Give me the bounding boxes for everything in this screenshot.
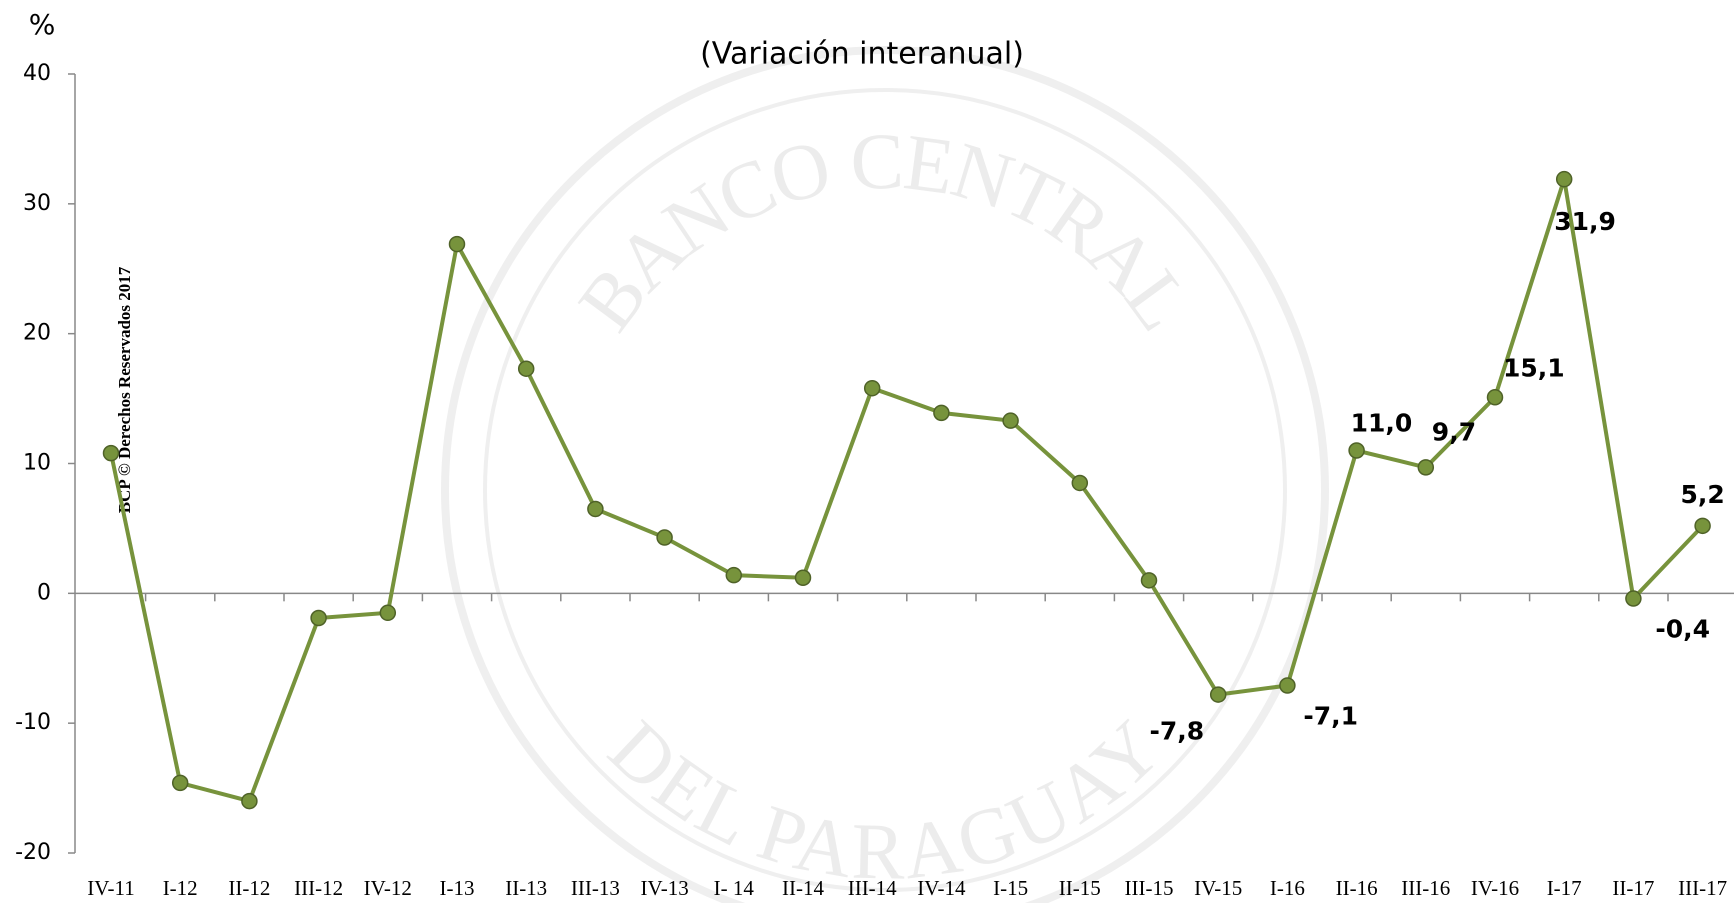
y-tick-label: -10 [15, 710, 51, 735]
data-point [1279, 677, 1296, 694]
x-tick-label: IV-14 [917, 876, 966, 900]
x-tick-label: II-12 [228, 876, 270, 900]
value-label: -0,4 [1655, 615, 1710, 644]
x-tick-label: III-13 [571, 876, 620, 900]
x-tick-label: III-16 [1401, 876, 1450, 900]
x-tick-label: IV-12 [364, 876, 412, 900]
data-point [241, 792, 258, 810]
data-point [1555, 170, 1573, 188]
data-point [933, 404, 950, 422]
data-point [1002, 412, 1019, 429]
x-tick-label: II-17 [1612, 876, 1654, 900]
y-tick-label: 30 [23, 191, 51, 216]
watermark-text: DEL PARAGUAY [592, 705, 1178, 897]
x-tick-label: II-14 [782, 876, 824, 900]
data-point [310, 609, 327, 627]
x-tick-label: III-14 [848, 876, 897, 900]
x-tick-label: I-15 [993, 876, 1028, 900]
y-tick-label: -20 [15, 840, 51, 865]
x-tick-label: IV-15 [1194, 876, 1242, 900]
data-point [517, 360, 535, 377]
x-tick-label: III-12 [294, 876, 343, 900]
value-label: -7,1 [1303, 702, 1358, 731]
y-axis-label: % [29, 8, 56, 41]
x-tick-label: III-15 [1125, 876, 1174, 900]
data-point [1417, 459, 1435, 476]
data-point [1694, 517, 1711, 535]
data-point [794, 569, 812, 587]
x-tick-label: IV-13 [640, 876, 688, 900]
value-label: -7,8 [1150, 717, 1205, 746]
x-tick-label: I-12 [163, 876, 198, 900]
data-point [171, 774, 189, 792]
data-point [656, 529, 673, 546]
y-tick-label: 10 [23, 451, 51, 476]
data-point [1140, 572, 1158, 589]
x-tick-label: I-13 [440, 876, 475, 900]
x-tick-label: II-16 [1336, 876, 1378, 900]
value-label: 15,1 [1503, 353, 1565, 382]
data-point [1071, 474, 1089, 492]
data-point [863, 379, 881, 397]
value-label: 31,9 [1554, 207, 1616, 236]
x-tick-label: IV-11 [87, 876, 134, 900]
y-tick-label: 20 [23, 321, 51, 346]
data-point [1209, 686, 1227, 703]
data-point [1625, 590, 1642, 607]
value-label: 9,7 [1432, 417, 1476, 446]
data-line [109, 178, 1705, 804]
data-point [1348, 442, 1365, 459]
watermark-text: BANCO CENTRAL [562, 118, 1207, 347]
chart-title: (Variación interanual) [700, 37, 1024, 72]
y-tick-label: 0 [37, 580, 51, 605]
data-point [1486, 389, 1504, 406]
value-label: 5,2 [1680, 480, 1724, 509]
x-tick-label: I- 14 [714, 876, 755, 900]
copyright-note: BCP © Derechos Reservados 2017 [115, 266, 134, 513]
value-label: 11,0 [1351, 409, 1413, 438]
data-point [725, 566, 743, 584]
data-point [379, 604, 397, 622]
y-tick-label: 40 [23, 61, 51, 86]
x-tick-label: IV-16 [1471, 876, 1519, 900]
x-tick-label: I-16 [1270, 876, 1305, 900]
data-point [587, 500, 604, 518]
x-tick-label: III-17 [1678, 876, 1727, 900]
data-point [102, 444, 120, 462]
watermark: BANCO CENTRAL DEL PARAGUAY [441, 46, 1329, 903]
x-tick-label: II-15 [1059, 876, 1101, 900]
x-tick-label: I-17 [1547, 876, 1582, 900]
x-tick-label: II-13 [505, 876, 547, 900]
data-point [448, 235, 466, 253]
